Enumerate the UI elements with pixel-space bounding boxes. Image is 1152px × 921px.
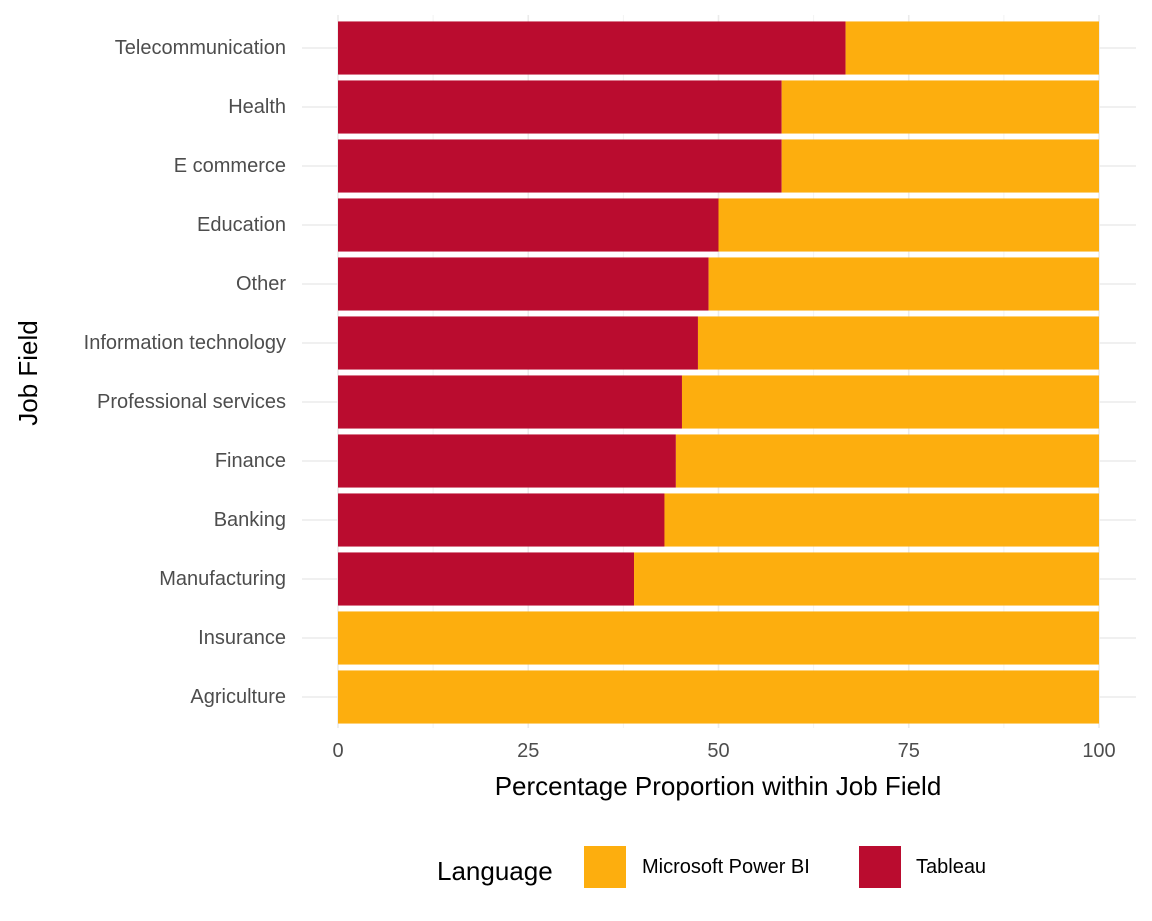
bar-microsoft-power-bi bbox=[708, 257, 1099, 311]
bar-microsoft-power-bi bbox=[675, 434, 1099, 488]
y-tick-label: Health bbox=[228, 96, 286, 118]
bar-tableau bbox=[338, 375, 682, 429]
bar-microsoft-power-bi bbox=[664, 493, 1099, 547]
bar-microsoft-power-bi bbox=[338, 611, 1099, 665]
y-axis-title: Job Field bbox=[13, 320, 43, 426]
bar-microsoft-power-bi bbox=[845, 21, 1099, 75]
bar-tableau bbox=[338, 552, 635, 606]
bar-tableau bbox=[338, 434, 676, 488]
y-tick-label: Agriculture bbox=[190, 686, 286, 708]
bars bbox=[338, 21, 1099, 724]
bar-tableau bbox=[338, 139, 782, 193]
legend-label: Tableau bbox=[916, 856, 986, 878]
legend-title: Language bbox=[437, 856, 553, 886]
bar-microsoft-power-bi bbox=[781, 139, 1099, 193]
y-tick-label: Banking bbox=[214, 509, 286, 531]
legend-key-tableau bbox=[859, 846, 901, 888]
y-tick-label: Finance bbox=[215, 450, 286, 472]
y-tick-label: Insurance bbox=[198, 627, 286, 649]
bar-microsoft-power-bi bbox=[338, 670, 1099, 724]
bar-microsoft-power-bi bbox=[681, 375, 1099, 429]
y-tick-label: E commerce bbox=[174, 155, 286, 177]
bar-tableau bbox=[338, 198, 719, 252]
bar-tableau bbox=[338, 257, 709, 311]
y-tick-label: Other bbox=[236, 273, 286, 295]
y-tick-label: Professional services bbox=[97, 391, 286, 413]
y-tick-labels: Telecommunication Health E commerce Educati… bbox=[84, 37, 287, 708]
x-tick-label: 50 bbox=[707, 740, 729, 762]
bar-microsoft-power-bi bbox=[634, 552, 1099, 606]
bar-microsoft-power-bi bbox=[718, 198, 1099, 252]
legend-key-microsoft-power-bi bbox=[584, 846, 626, 888]
bar-tableau bbox=[338, 493, 665, 547]
bar-tableau bbox=[338, 21, 846, 75]
legend-items: Microsoft Power BI Tableau bbox=[584, 846, 986, 888]
y-tick-label: Information technology bbox=[84, 332, 286, 354]
bar-microsoft-power-bi bbox=[781, 80, 1099, 134]
y-tick-label: Education bbox=[197, 214, 286, 236]
bar-tableau bbox=[338, 316, 698, 370]
y-tick-label: Manufacturing bbox=[159, 568, 286, 590]
x-tick-labels: 0 25 50 75 100 bbox=[332, 740, 1115, 762]
x-tick-label: 75 bbox=[898, 740, 920, 762]
bar-microsoft-power-bi bbox=[697, 316, 1099, 370]
x-axis-title: Percentage Proportion within Job Field bbox=[495, 771, 942, 801]
legend: Language Microsoft Power BI Tableau bbox=[437, 846, 986, 888]
y-tick-label: Telecommunication bbox=[115, 37, 286, 59]
bar-tableau bbox=[338, 80, 782, 134]
x-tick-label: 25 bbox=[517, 740, 539, 762]
legend-label: Microsoft Power BI bbox=[642, 856, 810, 878]
x-tick-label: 100 bbox=[1082, 740, 1115, 762]
x-tick-label: 0 bbox=[332, 740, 343, 762]
